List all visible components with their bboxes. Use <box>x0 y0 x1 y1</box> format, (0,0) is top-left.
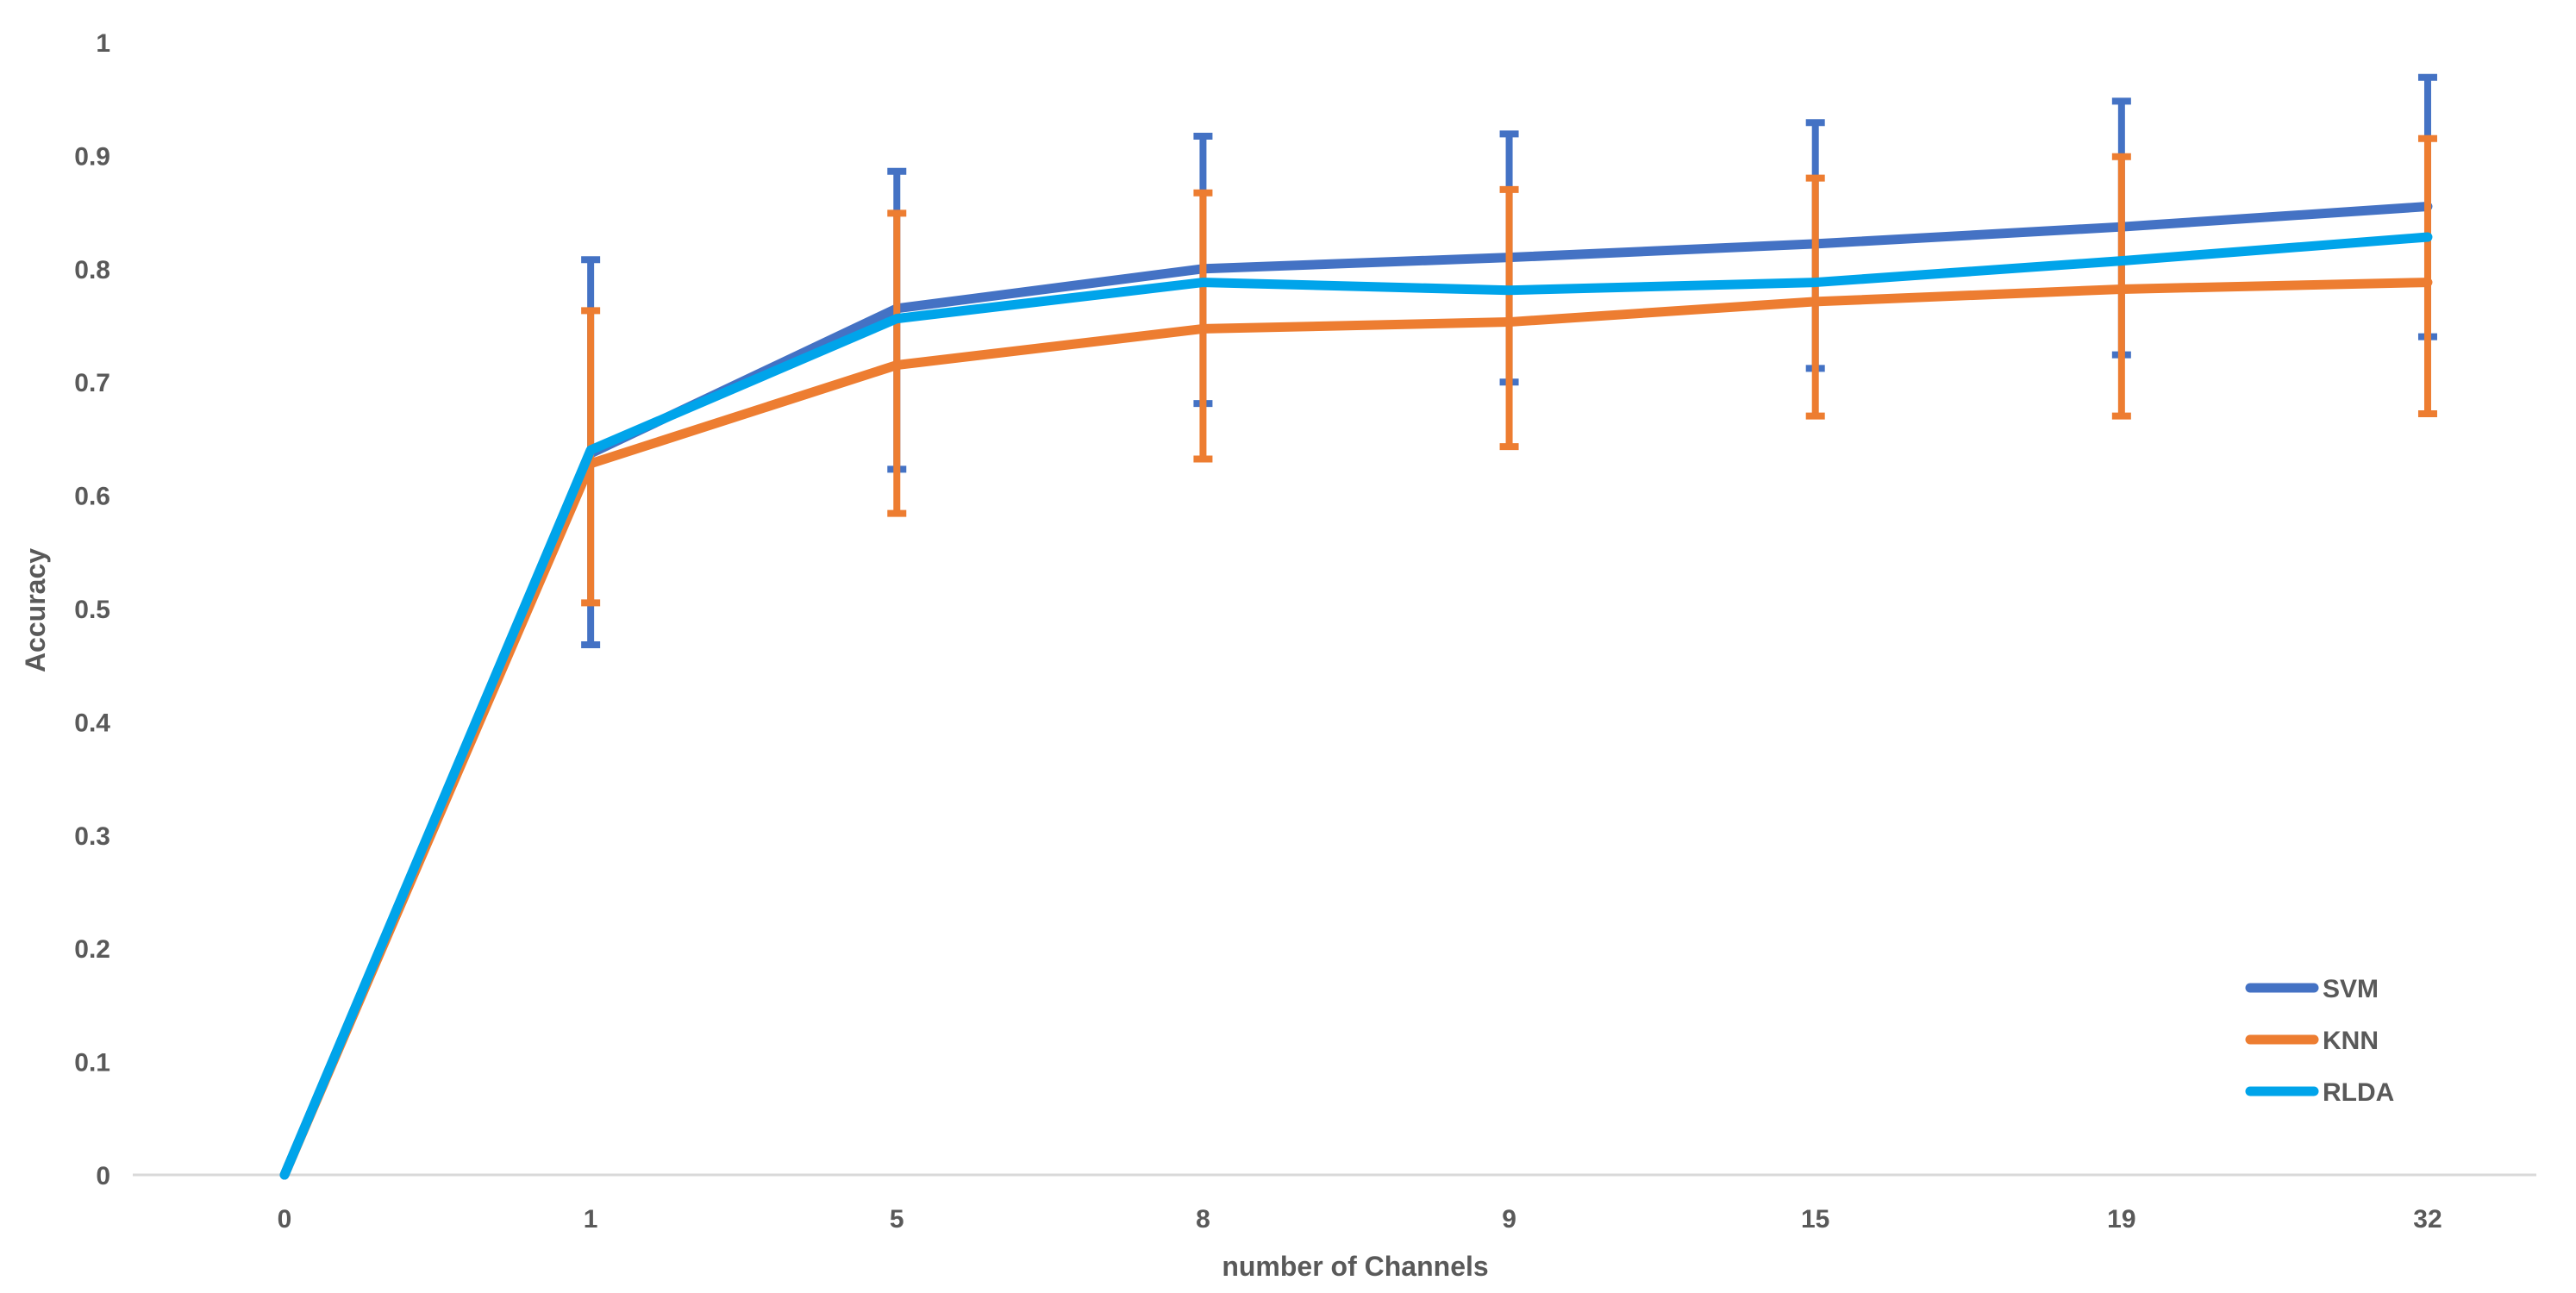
series-plot-area <box>279 73 2437 1180</box>
legend-label-svm: SVM <box>2323 975 2379 1003</box>
y-tick-label: 0.7 <box>74 369 110 397</box>
series-line-svm <box>279 202 2433 1180</box>
x-tick-label: 32 <box>2413 1205 2442 1234</box>
y-tick-label: 0.5 <box>74 596 110 624</box>
legend-item-knn: KNN <box>2245 1027 2379 1055</box>
y-tick-label: 0.8 <box>74 256 110 284</box>
x-axis-tick-labels: 0 1 5 8 9 15 19 32 <box>278 1205 2442 1234</box>
series-line-rlda <box>279 232 2433 1180</box>
y-axis-title: Accuracy <box>20 548 51 672</box>
x-tick-label: 0 <box>278 1205 292 1234</box>
y-tick-label: 0.1 <box>74 1049 110 1078</box>
error-bars-knn <box>581 134 2437 607</box>
x-tick-label: 19 <box>2107 1205 2135 1234</box>
y-tick-label: 0.2 <box>74 935 110 964</box>
x-tick-label: 1 <box>584 1205 598 1234</box>
y-tick-label: 0 <box>96 1162 110 1190</box>
x-tick-label: 9 <box>1502 1205 1516 1234</box>
x-tick-label: 5 <box>890 1205 904 1234</box>
y-tick-label: 0.4 <box>74 709 110 737</box>
legend-label-knn: KNN <box>2323 1027 2379 1055</box>
legend-item-svm: SVM <box>2245 975 2379 1003</box>
y-tick-label: 0.9 <box>74 142 110 171</box>
y-tick-label: 0.3 <box>74 822 110 851</box>
x-axis-title: number of Channels <box>1222 1251 1488 1282</box>
x-tick-label: 8 <box>1196 1205 1210 1234</box>
y-tick-label: 0.6 <box>74 483 110 511</box>
y-axis-tick-labels: 0 0.1 0.2 0.3 0.4 0.5 0.6 0.7 0.8 0.9 1 <box>74 29 110 1190</box>
legend: SVM KNN RLDA <box>2245 975 2394 1107</box>
y-tick-label: 1 <box>96 29 110 58</box>
legend-label-rlda: RLDA <box>2323 1078 2394 1107</box>
legend-item-rlda: RLDA <box>2245 1078 2394 1107</box>
x-tick-label: 15 <box>1801 1205 1829 1234</box>
series-line-knn <box>279 278 2433 1180</box>
